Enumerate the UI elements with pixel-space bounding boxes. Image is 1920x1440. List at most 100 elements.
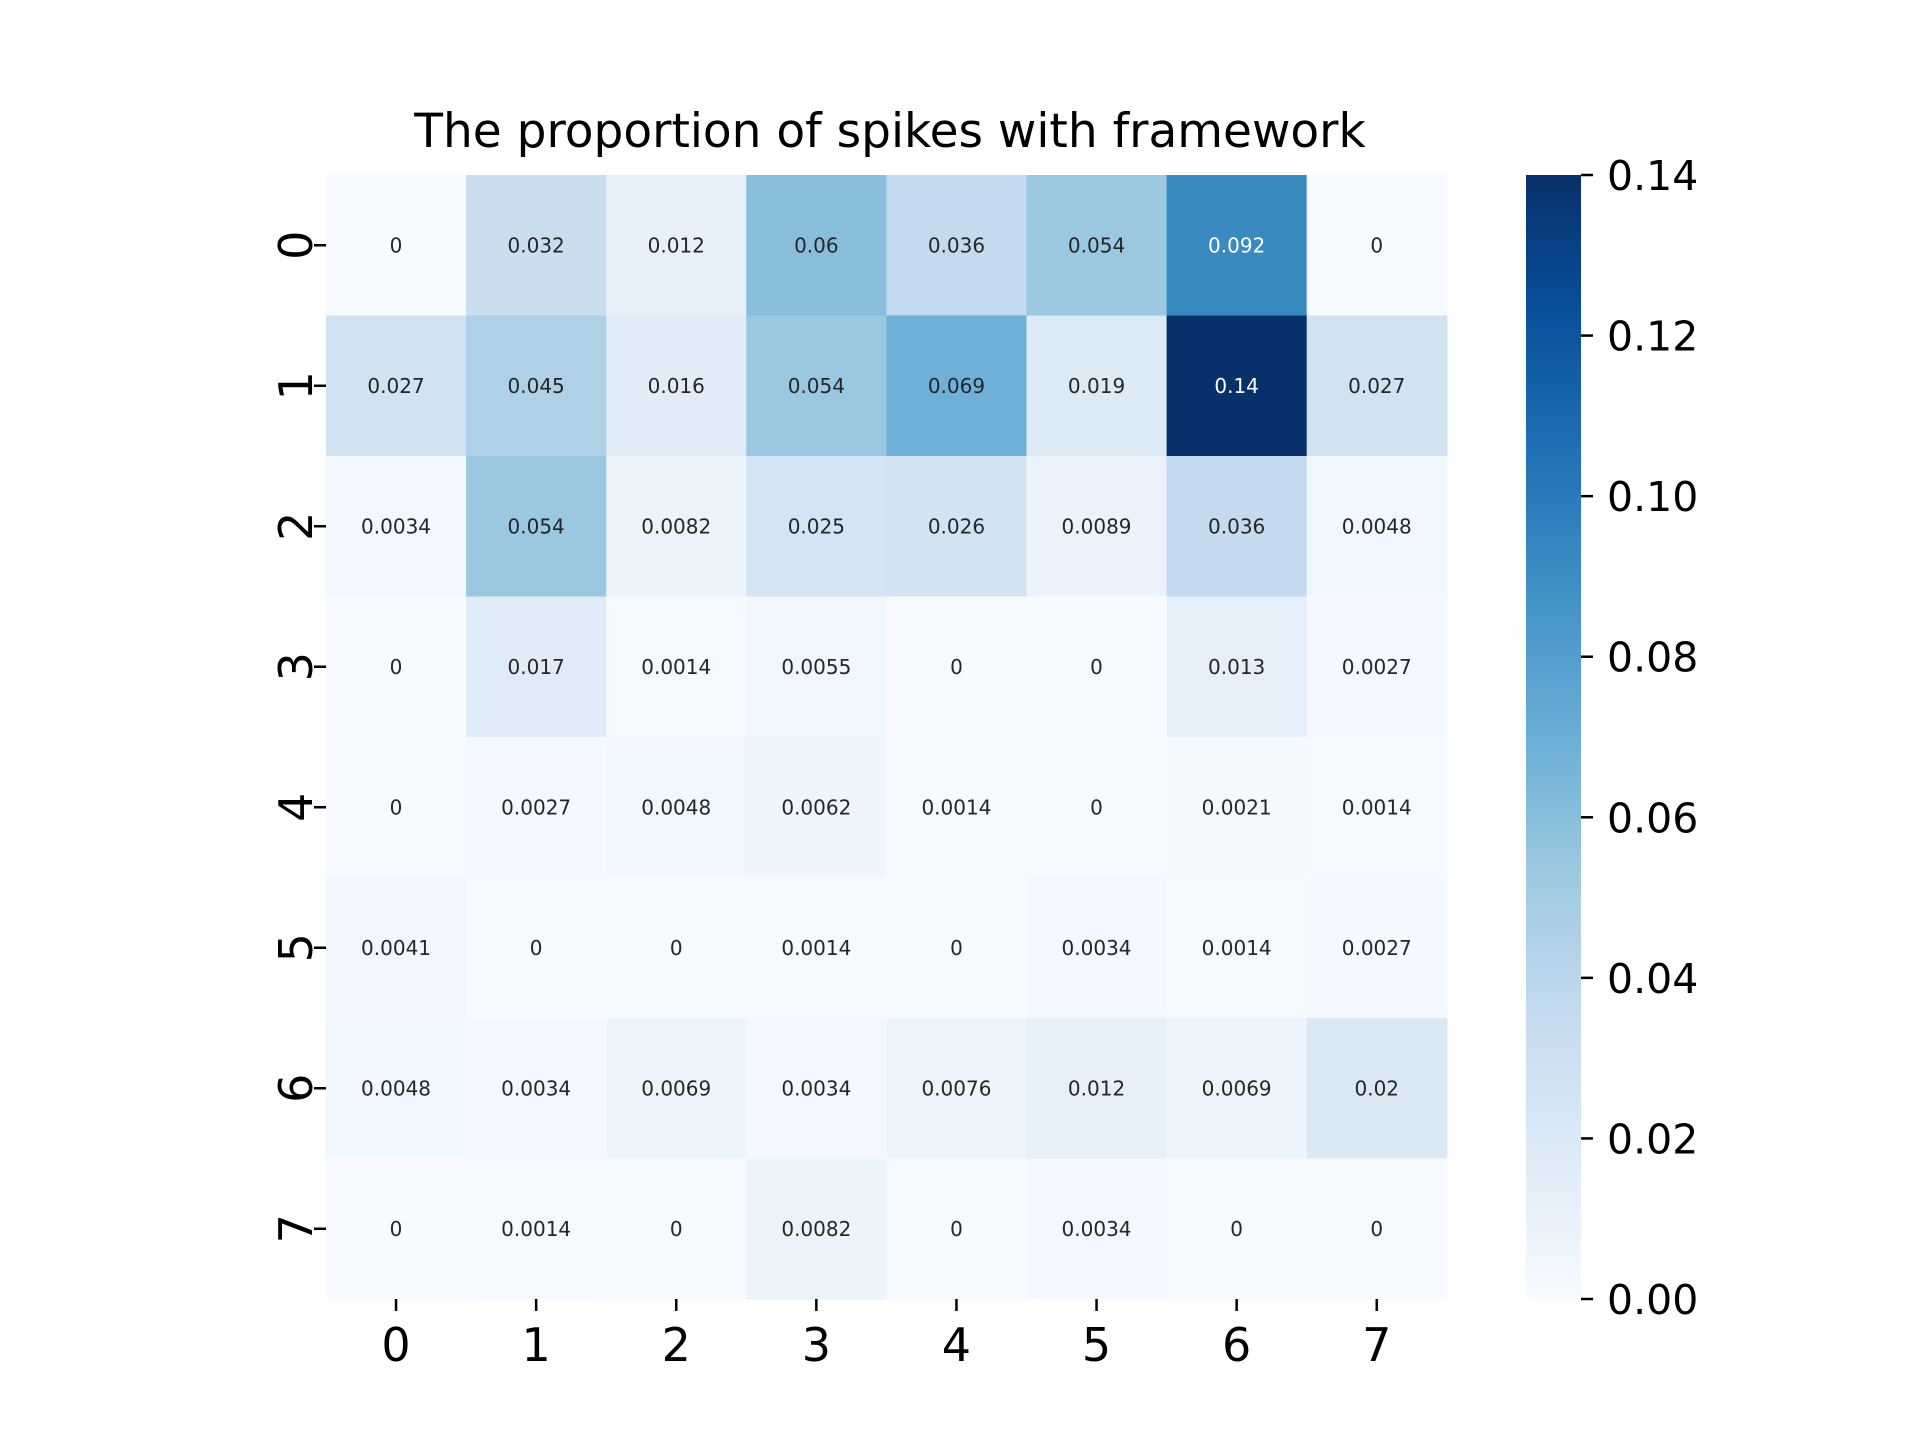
y-tick-label: 6 (269, 1074, 323, 1103)
heatmap-cell (746, 315, 887, 457)
heatmap-cell (326, 315, 467, 457)
heatmap-cell (326, 596, 467, 738)
cell-value-label: 0.0034 (1062, 936, 1132, 960)
heatmap-cell (1306, 1158, 1448, 1300)
heatmap-cell (886, 175, 1028, 317)
heatmap-cell (746, 175, 887, 317)
x-tick-label: 4 (942, 1318, 971, 1372)
cell-value-label: 0.054 (788, 374, 845, 398)
heatmap-cell (466, 737, 607, 879)
cell-value-label: 0.0041 (361, 936, 431, 960)
cell-value-label: 0.045 (508, 374, 565, 398)
cell-value-label: 0 (390, 233, 403, 257)
heatmap-cell (1026, 1158, 1168, 1300)
cell-value-label: 0.032 (508, 233, 565, 257)
heatmap-cell (1166, 315, 1308, 457)
colorbar-tick-label: 0.10 (1607, 473, 1698, 521)
heatmap-cell (886, 1158, 1028, 1300)
heatmap-cell (1166, 877, 1308, 1019)
x-tick-label: 5 (1082, 1318, 1111, 1372)
cell-value-label: 0.036 (1208, 514, 1265, 538)
cell-value-label: 0 (1230, 1217, 1243, 1241)
heatmap-cell (466, 315, 607, 457)
heatmap-cell (1026, 456, 1168, 598)
cell-value-label: 0.0021 (1202, 795, 1272, 819)
heatmap-cell (1026, 175, 1168, 317)
cell-value-label: 0.027 (1348, 374, 1405, 398)
cell-value-label: 0 (1370, 233, 1383, 257)
cell-value-label: 0 (1090, 795, 1103, 819)
heatmap-cell (1306, 1018, 1448, 1160)
cell-value-label: 0.012 (1068, 1076, 1125, 1100)
y-tick-label: 0 (269, 231, 323, 260)
heatmap-cell (326, 456, 467, 598)
cell-value-label: 0 (390, 795, 403, 819)
heatmap-cell (606, 1018, 747, 1160)
heatmap-cells (326, 175, 1448, 1300)
heatmap-cell (1026, 596, 1168, 738)
cell-value-label: 0.02 (1354, 1076, 1399, 1100)
cell-value-label: 0.14 (1214, 374, 1259, 398)
cell-value-label: 0.0076 (921, 1076, 991, 1100)
cell-value-label: 0.027 (367, 374, 424, 398)
cell-value-label: 0 (950, 936, 963, 960)
heatmap-cell (746, 596, 887, 738)
cell-value-label: 0.017 (508, 655, 565, 679)
x-tick-label: 1 (522, 1318, 551, 1372)
y-tick-label: 5 (269, 933, 323, 962)
heatmap-cell (1166, 175, 1308, 317)
heatmap-cell (606, 315, 747, 457)
cell-value-label: 0.0082 (641, 514, 711, 538)
colorbar-tick-label: 0.06 (1607, 794, 1698, 842)
heatmap-cell (1306, 315, 1448, 457)
heatmap-cell (1166, 596, 1308, 738)
heatmap-cell (1306, 596, 1448, 738)
cell-value-label: 0.012 (648, 233, 705, 257)
x-axis: 0 1 2 3 4 5 6 7 (381, 1299, 1391, 1372)
heatmap-cell (326, 175, 467, 317)
cell-value-label: 0 (670, 936, 683, 960)
cell-value-label: 0 (390, 655, 403, 679)
heatmap-cell (746, 1158, 887, 1300)
x-tick-label: 6 (1222, 1318, 1251, 1372)
heatmap-cell (1306, 456, 1448, 598)
heatmap-cell (466, 456, 607, 598)
cell-annotations: 0 0.032 0.012 0.06 0.036 0.054 0.092 0 0.027 0.04… (361, 233, 1412, 1241)
cell-value-label: 0.0014 (1202, 936, 1272, 960)
cell-value-label: 0.019 (1068, 374, 1125, 398)
heatmap-cell (1026, 877, 1168, 1019)
cell-value-label: 0 (950, 1217, 963, 1241)
cell-value-label: 0.0048 (361, 1076, 431, 1100)
cell-value-label: 0 (390, 1217, 403, 1241)
cell-value-label: 0.092 (1208, 233, 1265, 257)
colorbar-tick-label: 0.14 (1607, 152, 1698, 200)
y-axis: 0 1 2 3 4 5 6 7 (269, 231, 326, 1243)
cell-value-label: 0.025 (788, 514, 845, 538)
heatmap-cell (1026, 737, 1168, 879)
heatmap-cell (886, 315, 1028, 457)
heatmap-cell (746, 737, 887, 879)
cell-value-label: 0.036 (928, 233, 985, 257)
heatmap-cell (326, 1018, 467, 1160)
heatmap-cell (606, 175, 747, 317)
cell-value-label: 0 (1370, 1217, 1383, 1241)
cell-value-label: 0.0069 (1202, 1076, 1272, 1100)
heatmap-cell (466, 1158, 607, 1300)
y-tick-label: 4 (269, 793, 323, 822)
heatmap-cell (326, 1158, 467, 1300)
heatmap-cell (746, 456, 887, 598)
colorbar-tick-label: 0.12 (1607, 313, 1698, 361)
x-tick-label: 7 (1362, 1318, 1391, 1372)
heatmap-cell (886, 737, 1028, 879)
cell-value-label: 0.06 (794, 233, 839, 257)
heatmap-cell (326, 737, 467, 879)
cell-value-label: 0.0048 (1342, 514, 1412, 538)
cell-value-label: 0 (950, 655, 963, 679)
cell-value-label: 0.054 (508, 514, 565, 538)
colorbar-tick-label: 0.02 (1607, 1115, 1698, 1163)
heatmap-cell (466, 877, 607, 1019)
chart-title: The proportion of spikes with framework (413, 104, 1366, 159)
colorbar-tick-label: 0.00 (1607, 1276, 1698, 1324)
cell-value-label: 0.0048 (641, 795, 711, 819)
